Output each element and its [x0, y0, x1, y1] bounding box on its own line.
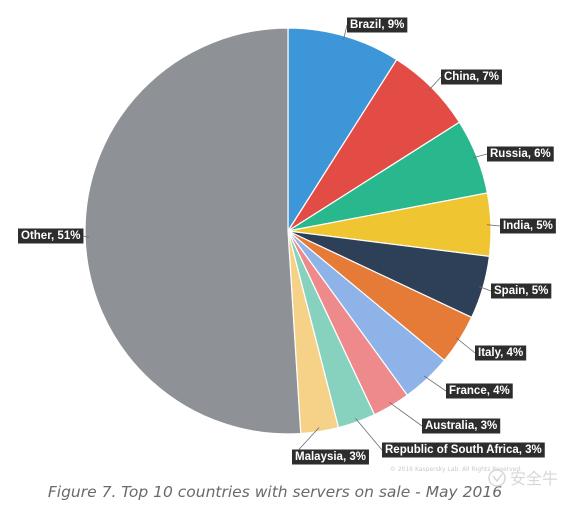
svg-text:Russia, 6%: Russia, 6% — [490, 148, 551, 160]
svg-text:Australia, 3%: Australia, 3% — [425, 420, 497, 432]
watermark-logo-icon — [488, 469, 506, 487]
slice-label-brazil: Brazil, 9% — [347, 17, 408, 33]
slice-label-france: France, 4% — [446, 383, 513, 399]
leader-line-brazil — [343, 24, 348, 40]
slice-label-india: India, 5% — [500, 218, 556, 234]
svg-text:Republic of South Africa, 3%: Republic of South Africa, 3% — [385, 444, 542, 456]
leader-line-australia — [389, 401, 423, 427]
svg-text:Italy, 4%: Italy, 4% — [478, 347, 523, 359]
leader-line-spain — [478, 286, 492, 292]
leader-line-india — [486, 224, 501, 227]
leader-line-republic-of-south-africa — [355, 417, 383, 451]
svg-text:Malaysia, 3%: Malaysia, 3% — [295, 451, 366, 463]
svg-text:Brazil, 9%: Brazil, 9% — [350, 19, 404, 31]
figure-caption: Figure 7. Top 10 countries with servers … — [48, 483, 502, 501]
watermark-copyright: © 2016 Kaspersky Lab. All Rights Reserve… — [390, 466, 522, 473]
leader-line-france — [423, 375, 447, 392]
svg-text:Spain, 5%: Spain, 5% — [494, 285, 548, 297]
leader-line-italy — [455, 337, 476, 354]
leader-line-russia — [472, 153, 488, 159]
slice-label-russia: Russia, 6% — [487, 146, 554, 162]
slice-label-republic-of-south-africa: Republic of South Africa, 3% — [382, 442, 545, 458]
slice-label-other: Other, 51% — [18, 228, 84, 244]
leader-line-china — [428, 76, 442, 91]
svg-text:China, 7%: China, 7% — [444, 71, 499, 83]
pie-slices — [84, 27, 492, 435]
slice-labels: Brazil, 9% China, 7% Russia, 6% India, 5% Sp… — [18, 17, 556, 465]
leader-line-other — [83, 235, 90, 238]
slice-label-china: China, 7% — [441, 69, 502, 85]
slice-label-spain: Spain, 5% — [491, 283, 552, 299]
pie-slice-other — [84, 27, 302, 435]
watermark: © 2016 Kaspersky Lab. All Rights Reserve… — [390, 466, 558, 488]
watermark-brand: 安全牛 — [510, 469, 558, 488]
slice-label-italy: Italy, 4% — [475, 345, 527, 361]
svg-text:France, 4%: France, 4% — [449, 385, 510, 397]
svg-text:India, 5%: India, 5% — [503, 220, 553, 232]
slice-label-australia: Australia, 3% — [422, 418, 501, 434]
slice-label-malaysia: Malaysia, 3% — [292, 449, 369, 465]
svg-text:Other, 51%: Other, 51% — [21, 230, 80, 242]
